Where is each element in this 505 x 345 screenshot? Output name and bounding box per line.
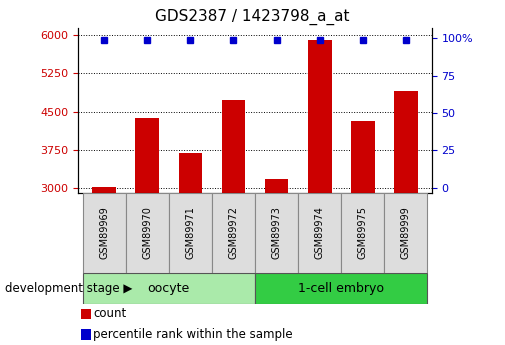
Text: GSM89970: GSM89970 <box>142 206 152 259</box>
Bar <box>384 193 427 273</box>
Bar <box>351 121 375 193</box>
Text: 1-cell embryo: 1-cell embryo <box>298 282 384 295</box>
Text: percentile rank within the sample: percentile rank within the sample <box>93 328 293 341</box>
Bar <box>222 100 245 193</box>
Text: GSM89969: GSM89969 <box>99 207 109 259</box>
Bar <box>92 187 116 193</box>
Text: GDS2387 / 1423798_a_at: GDS2387 / 1423798_a_at <box>155 9 350 25</box>
Bar <box>394 91 418 193</box>
Bar <box>126 193 169 273</box>
Text: GSM89972: GSM89972 <box>228 206 238 259</box>
Bar <box>341 193 384 273</box>
Bar <box>178 154 202 193</box>
Bar <box>83 193 126 273</box>
Text: GSM89975: GSM89975 <box>358 206 368 259</box>
Bar <box>212 193 255 273</box>
Bar <box>255 193 298 273</box>
Bar <box>308 40 332 193</box>
Text: count: count <box>93 307 127 321</box>
Text: GSM89999: GSM89999 <box>401 207 411 259</box>
Text: GSM89974: GSM89974 <box>315 206 325 259</box>
Bar <box>135 118 159 193</box>
Text: development stage ▶: development stage ▶ <box>5 282 132 295</box>
Text: oocyte: oocyte <box>147 282 190 295</box>
Bar <box>265 179 288 193</box>
Bar <box>298 193 341 273</box>
Bar <box>169 193 212 273</box>
Bar <box>83 273 255 304</box>
Bar <box>255 273 427 304</box>
Text: GSM89971: GSM89971 <box>185 206 195 259</box>
Text: GSM89973: GSM89973 <box>272 206 282 259</box>
